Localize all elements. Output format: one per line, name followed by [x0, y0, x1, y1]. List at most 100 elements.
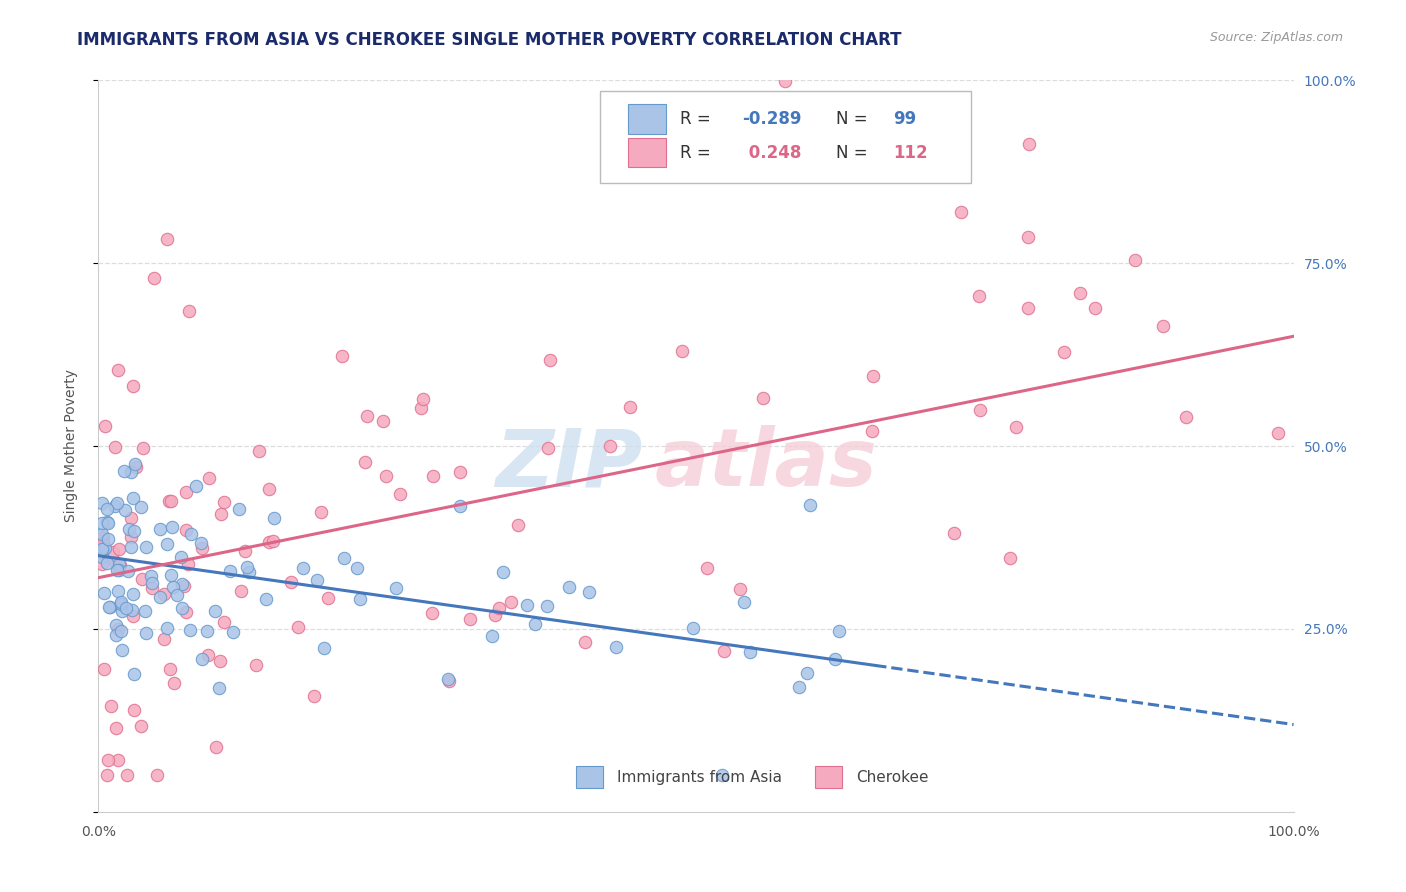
Point	[120, 466, 142, 480]
Point	[238, 565, 260, 579]
Point	[1123, 253, 1146, 268]
Point	[94, 541, 117, 556]
Point	[134, 604, 156, 618]
Point	[969, 402, 991, 417]
Point	[124, 666, 146, 681]
Point	[93, 585, 115, 599]
Point	[197, 471, 219, 485]
Point	[969, 289, 991, 303]
Text: 112: 112	[893, 144, 928, 161]
Point	[752, 391, 775, 405]
Point	[488, 601, 510, 615]
Point	[100, 698, 122, 713]
Point	[208, 681, 231, 695]
Point	[506, 518, 529, 533]
Point	[1018, 136, 1040, 151]
Text: Cherokee: Cherokee	[856, 770, 928, 785]
Point	[122, 524, 145, 538]
Point	[733, 595, 755, 609]
Point	[121, 491, 143, 505]
Point	[312, 641, 335, 656]
Point	[1069, 286, 1091, 301]
Point	[558, 580, 581, 594]
Point	[481, 629, 503, 643]
Point	[536, 599, 558, 614]
Point	[263, 510, 285, 524]
Point	[740, 644, 762, 658]
Point	[135, 540, 157, 554]
Text: 99: 99	[893, 110, 917, 128]
Point	[827, 624, 849, 638]
Point	[156, 536, 179, 550]
Point	[316, 591, 339, 605]
Point	[110, 597, 132, 611]
Point	[108, 542, 131, 557]
Point	[173, 579, 195, 593]
Point	[98, 599, 121, 614]
Point	[145, 768, 167, 782]
Point	[122, 703, 145, 717]
Point	[212, 494, 235, 508]
Point	[91, 530, 114, 544]
Text: 0.248: 0.248	[742, 144, 801, 161]
Point	[177, 304, 200, 318]
Point	[104, 555, 127, 569]
Point	[114, 600, 136, 615]
Bar	[576, 766, 603, 789]
Point	[177, 557, 200, 571]
Point	[190, 535, 212, 549]
Point	[91, 543, 114, 558]
Point	[599, 439, 621, 453]
Point	[235, 544, 257, 558]
Point	[97, 533, 120, 547]
Point	[131, 572, 153, 586]
Point	[114, 464, 136, 478]
Point	[1152, 319, 1174, 334]
Point	[107, 622, 129, 636]
Point	[209, 654, 232, 668]
Point	[1005, 420, 1028, 434]
Point	[117, 564, 139, 578]
Point	[371, 414, 394, 428]
Point	[209, 508, 232, 522]
Point	[162, 580, 184, 594]
Point	[671, 343, 693, 358]
Bar	[628, 104, 666, 134]
Point	[292, 561, 315, 575]
Point	[796, 665, 818, 680]
Point	[149, 522, 172, 536]
Point	[333, 550, 356, 565]
Point	[696, 560, 718, 574]
Point	[422, 468, 444, 483]
Point	[108, 558, 131, 573]
Point	[166, 588, 188, 602]
Point	[773, 74, 796, 88]
Point	[111, 604, 134, 618]
Point	[122, 608, 145, 623]
Point	[257, 482, 280, 496]
Point	[484, 607, 506, 622]
Point	[236, 560, 259, 574]
Point	[280, 574, 302, 589]
Point	[169, 549, 191, 564]
Point	[214, 615, 236, 629]
Point	[516, 599, 538, 613]
Point	[107, 496, 129, 510]
Point	[105, 563, 128, 577]
Text: Source: ZipAtlas.com: Source: ZipAtlas.com	[1209, 31, 1343, 45]
Point	[353, 454, 375, 468]
Point	[257, 535, 280, 549]
Bar	[815, 766, 842, 789]
Point	[91, 516, 114, 530]
Point	[204, 604, 226, 618]
Point	[108, 563, 131, 577]
Point	[157, 494, 180, 508]
Text: N =: N =	[835, 144, 873, 161]
Point	[728, 582, 751, 596]
Point	[346, 560, 368, 574]
Point	[174, 523, 197, 537]
Text: N =: N =	[835, 110, 873, 128]
Point	[302, 690, 325, 704]
Text: R =: R =	[681, 144, 717, 161]
Point	[375, 469, 398, 483]
